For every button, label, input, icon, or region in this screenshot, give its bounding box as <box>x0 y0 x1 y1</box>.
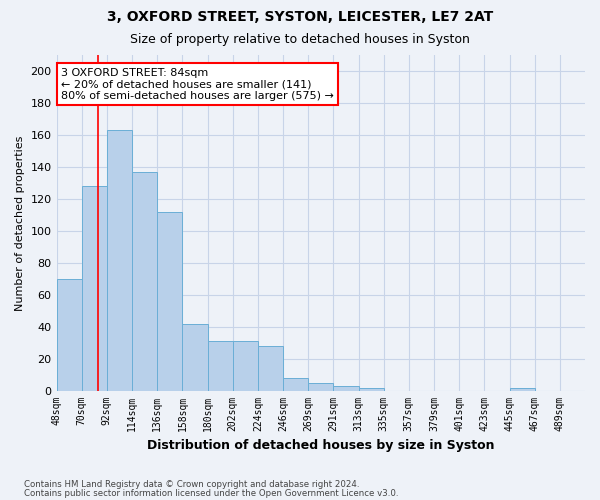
Bar <box>208 342 233 391</box>
Text: Contains HM Land Registry data © Crown copyright and database right 2024.: Contains HM Land Registry data © Crown c… <box>24 480 359 489</box>
Bar <box>308 383 334 391</box>
Bar <box>359 388 383 391</box>
Text: 3 OXFORD STREET: 84sqm
← 20% of detached houses are smaller (141)
80% of semi-de: 3 OXFORD STREET: 84sqm ← 20% of detached… <box>61 68 334 101</box>
Bar <box>157 212 182 391</box>
Bar <box>182 324 208 391</box>
Bar <box>334 386 359 391</box>
Text: Contains public sector information licensed under the Open Government Licence v3: Contains public sector information licen… <box>24 488 398 498</box>
Y-axis label: Number of detached properties: Number of detached properties <box>15 136 25 310</box>
Bar <box>233 342 258 391</box>
Bar <box>56 279 82 391</box>
Text: Size of property relative to detached houses in Syston: Size of property relative to detached ho… <box>130 32 470 46</box>
Bar <box>283 378 308 391</box>
Bar <box>82 186 107 391</box>
Bar <box>509 388 535 391</box>
Bar <box>107 130 132 391</box>
Bar <box>132 172 157 391</box>
Bar <box>258 346 283 391</box>
Text: 3, OXFORD STREET, SYSTON, LEICESTER, LE7 2AT: 3, OXFORD STREET, SYSTON, LEICESTER, LE7… <box>107 10 493 24</box>
X-axis label: Distribution of detached houses by size in Syston: Distribution of detached houses by size … <box>147 440 494 452</box>
